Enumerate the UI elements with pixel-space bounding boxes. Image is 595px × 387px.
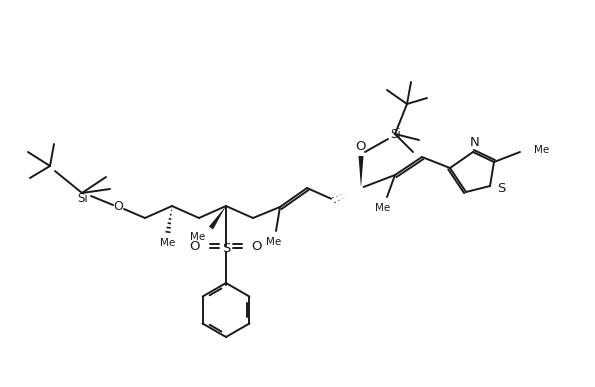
Text: Me: Me xyxy=(534,145,549,155)
Text: Si: Si xyxy=(391,127,402,140)
Text: O: O xyxy=(356,140,367,154)
Text: Si: Si xyxy=(77,192,89,204)
Text: Me: Me xyxy=(161,238,176,248)
Polygon shape xyxy=(209,206,226,229)
Text: Me: Me xyxy=(190,232,206,242)
Text: O: O xyxy=(190,240,201,252)
Text: Me: Me xyxy=(267,237,281,247)
Text: Me: Me xyxy=(375,203,391,213)
Text: O: O xyxy=(113,200,123,214)
Text: S: S xyxy=(222,241,230,255)
Text: S: S xyxy=(497,183,505,195)
Text: O: O xyxy=(252,240,262,252)
Polygon shape xyxy=(359,156,364,188)
Text: N: N xyxy=(470,137,480,149)
